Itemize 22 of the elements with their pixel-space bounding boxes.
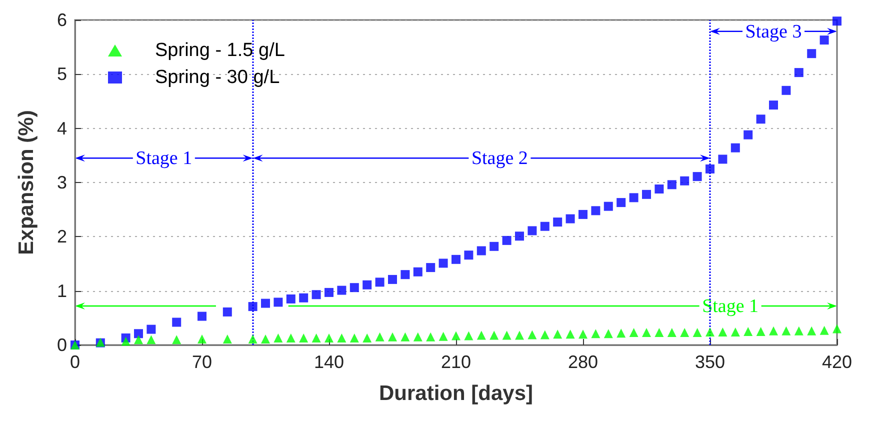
legend-label: Spring - 30 g/L — [155, 67, 280, 88]
x-tick-label: 280 — [568, 352, 598, 372]
x-tick-label: 350 — [694, 352, 726, 372]
annotation: Stage 1 — [702, 296, 759, 317]
x-tick-label: 210 — [440, 352, 472, 372]
annotation: Stage 2 — [471, 148, 528, 170]
x-tick-label: 420 — [822, 352, 852, 372]
y-tick-label: 6 — [56, 10, 67, 30]
y-tick-label: 5 — [56, 64, 67, 84]
x-tick-label: 140 — [314, 352, 344, 372]
x-tick-label: 70 — [192, 352, 212, 372]
y-axis-title: Expansion (%) — [15, 110, 38, 255]
y-tick-label: 2 — [56, 226, 67, 247]
y-tick-label: 4 — [56, 118, 67, 138]
x-tick-label: 0 — [70, 352, 80, 372]
y-tick-label: 0 — [56, 335, 67, 355]
annotation: Stage 3 — [745, 21, 802, 42]
y-tick-label: 1 — [56, 280, 67, 301]
legend-label: Spring - 1.5 g/L — [155, 40, 285, 61]
annotation: Stage 1 — [136, 148, 192, 170]
x-axis-title: Duration [days] — [378, 382, 534, 405]
y-tick-label: 3 — [56, 172, 67, 192]
